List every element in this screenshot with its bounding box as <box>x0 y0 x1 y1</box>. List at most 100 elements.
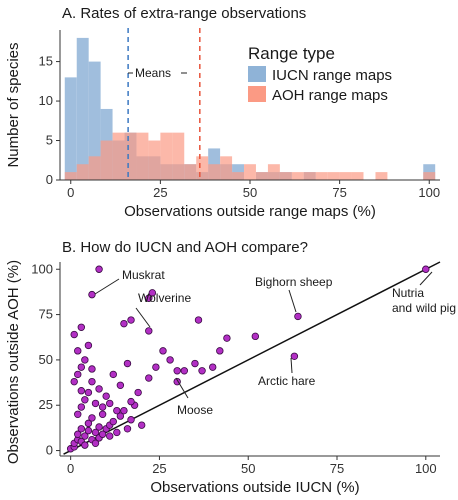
scatter-point-20 <box>106 432 114 440</box>
y-tick-label: 15 <box>39 54 53 69</box>
scatter-point-60 <box>216 347 224 355</box>
moose-leader <box>175 377 189 399</box>
panel-a-title: A. Rates of extra-range observations <box>62 5 306 22</box>
scatter-point-8 <box>81 432 89 440</box>
label-nutria-line-2: and <box>392 301 412 315</box>
scatter-point-7 <box>81 441 89 449</box>
x-tick-label: 0 <box>67 461 74 476</box>
panel-a-y-label: Number of species <box>5 42 22 167</box>
aoh-bar-6 <box>136 132 149 180</box>
scatter-point-53 <box>159 347 167 355</box>
scatter-point-22 <box>109 417 117 426</box>
scatter-point-48 <box>123 359 132 368</box>
mean-lines <box>127 28 201 180</box>
aoh-bar-4 <box>112 132 125 180</box>
y-tick-label: 75 <box>39 307 53 322</box>
x-tick-label: 25 <box>152 461 166 476</box>
scatter-point-74 <box>422 265 430 273</box>
scatter-point-62 <box>251 332 260 341</box>
scatter-point-50 <box>134 388 142 397</box>
scatter-point-12 <box>88 414 96 422</box>
scatter-point-73 <box>290 352 299 360</box>
iucn-bar-0 <box>64 77 77 180</box>
scatter-point-51 <box>145 374 153 382</box>
scatter-point-26 <box>123 425 132 433</box>
scatter-point-24 <box>116 412 125 420</box>
x-tick-label: 75 <box>330 461 344 476</box>
panel-a-x-label: Observations outside range maps (%) <box>124 203 376 220</box>
label-muskrat: Muskrat <box>122 268 165 282</box>
scatter-point-68 <box>148 289 157 297</box>
species-labels: Muskrat Wolverine Bighorn sheep Nutria a… <box>94 268 456 417</box>
iucn-bar-2 <box>88 61 101 180</box>
label-nutria-line-3: wild pig <box>415 301 456 315</box>
aoh-bar-18 <box>279 172 292 180</box>
aoh-bar-1 <box>76 164 89 180</box>
scatter-point-78 <box>106 399 114 408</box>
scatter-point-4 <box>74 430 82 438</box>
scatter-point-67 <box>145 294 153 302</box>
scatter-point-34 <box>70 377 78 386</box>
scatter-points <box>66 265 430 453</box>
scatter-point-9 <box>84 426 93 435</box>
aoh-bar-9 <box>172 132 185 180</box>
scatter-point-35 <box>74 370 82 379</box>
scatter-point-6 <box>77 425 86 433</box>
wolverine-leader <box>135 307 151 328</box>
scatter-point-75 <box>98 403 107 411</box>
scatter-point-31 <box>77 403 86 411</box>
aoh-bar-30 <box>423 172 436 180</box>
label-bighorn-sheep: Bighorn sheep <box>255 275 333 289</box>
scatter-point-66 <box>127 316 135 324</box>
x-tick-label: 0 <box>67 185 74 200</box>
aoh-bar-22 <box>327 172 340 180</box>
scatter-point-43 <box>91 399 100 408</box>
x-tick-label: 25 <box>153 185 167 200</box>
label-moose: Moose <box>177 403 213 417</box>
legend-swatch-aoh <box>248 86 266 102</box>
aoh-bar-14 <box>232 172 245 180</box>
aoh-bar-10 <box>184 164 197 180</box>
scatter-point-27 <box>127 416 135 424</box>
legend-label-iucn: IUCN range maps <box>272 67 392 84</box>
scatter-point-38 <box>74 347 82 355</box>
iucn-bar-30 <box>423 164 436 180</box>
scatter-point-49 <box>127 397 135 406</box>
scatter-point-42 <box>88 377 96 386</box>
aoh-bar-21 <box>315 172 328 180</box>
aoh-bar-19 <box>291 172 304 180</box>
scatter-point-18 <box>98 410 107 418</box>
x-tick-label: 50 <box>243 185 257 200</box>
x-tick-label: 100 <box>418 185 440 200</box>
bighorn-leader <box>288 289 297 313</box>
label-nutria: Nutria and wild pig <box>392 286 456 315</box>
y-tick-label: 50 <box>39 352 53 367</box>
aoh-bar-11 <box>196 156 209 180</box>
x-tick-label: 100 <box>415 461 437 476</box>
scatter-point-17 <box>98 430 107 438</box>
scatter-point-36 <box>77 363 86 371</box>
scatter-point-63 <box>194 316 203 324</box>
label-wolverine: Wolverine <box>138 291 191 305</box>
means-label: Means <box>135 66 171 80</box>
panel-b-title: B. How do IUCN and AOH compare? <box>62 239 308 256</box>
x-tick-label: 50 <box>241 461 255 476</box>
scatter-point-14 <box>91 428 100 437</box>
scatter-point-72 <box>294 312 302 321</box>
y-tick-label: 100 <box>31 261 53 276</box>
scatter-point-23 <box>113 428 121 437</box>
legend-label-aoh: AOH range maps <box>272 87 388 104</box>
muskrat-leader <box>94 278 120 295</box>
scatter-point-52 <box>152 363 160 371</box>
panel-b-x-label: Observations outside IUCN (%) <box>150 479 359 496</box>
scatter-point-30 <box>74 410 82 418</box>
y-tick-label: 0 <box>46 172 53 187</box>
scatter-point-33 <box>84 388 93 397</box>
scatter-point-64 <box>145 327 153 335</box>
aoh-bar-8 <box>160 132 173 180</box>
iucn-bar-14 <box>232 164 245 180</box>
scatter-point-44 <box>95 385 103 393</box>
scatter-point-37 <box>81 356 89 364</box>
scatter-point-65 <box>120 319 128 328</box>
